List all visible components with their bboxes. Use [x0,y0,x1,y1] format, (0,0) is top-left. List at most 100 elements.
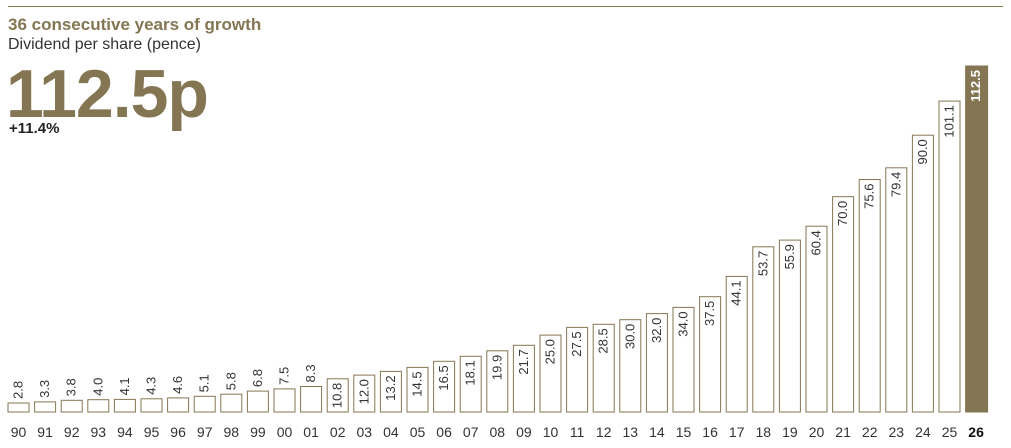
bar-98 [220,393,243,413]
bar-19 [778,239,801,413]
value-label-94: 4.1 [117,377,132,395]
value-label-04: 13.2 [383,375,398,400]
x-tick-97: 97 [197,424,213,440]
bar-17 [725,275,748,413]
x-tick-17: 17 [729,424,745,440]
value-label-05: 14.5 [410,371,425,396]
x-tick-19: 19 [782,424,798,440]
value-label-09: 21.7 [516,349,531,374]
bar-94 [113,398,136,413]
value-label-23: 79.4 [888,172,903,197]
bar-02 [326,378,349,413]
bar-12 [592,323,615,413]
bar-18 [752,246,775,413]
bar-24 [911,134,934,413]
bar-15 [672,306,695,413]
x-tick-07: 07 [463,424,479,440]
headline-value: 112.5p [6,56,209,132]
bar-92 [60,399,83,413]
x-tick-14: 14 [649,424,665,440]
bar-13 [619,319,642,413]
x-tick-06: 06 [436,424,452,440]
top-rule [8,6,1003,7]
x-tick-03: 03 [357,424,373,440]
bar-93 [87,399,110,413]
headline-change: +11.4% [9,120,60,137]
x-tick-11: 11 [570,424,585,440]
x-tick-04: 04 [383,424,399,440]
bar-20 [805,225,828,413]
bar-99 [246,390,269,413]
value-label-26: 112.5 [968,70,983,102]
bar-01 [300,386,323,413]
x-tick-01: 01 [303,424,319,440]
value-label-98: 5.8 [223,372,238,390]
bar-05 [406,366,429,413]
value-label-08: 19.9 [489,355,504,380]
bar-06 [433,360,456,413]
x-tick-98: 98 [224,424,240,440]
bar-08 [486,350,509,413]
value-label-25: 101.1 [942,105,957,138]
value-label-93: 4.0 [90,378,105,396]
bar-96 [167,397,190,413]
chart-title: 36 consecutive years of growth [8,15,262,34]
value-label-13: 30.0 [622,324,637,349]
value-label-15: 34.0 [676,311,691,336]
x-tick-95: 95 [144,424,160,440]
x-tick-13: 13 [623,424,639,440]
bar-04 [379,370,402,413]
x-tick-91: 91 [37,424,53,440]
value-label-92: 3.8 [64,378,79,396]
value-label-20: 60.4 [809,230,824,255]
value-label-11: 27.5 [569,331,584,356]
x-tick-92: 92 [64,424,80,440]
value-label-14: 32.0 [649,318,664,343]
value-label-96: 4.6 [170,376,185,394]
value-label-90: 2.8 [11,381,26,399]
value-label-18: 53.7 [755,251,770,276]
x-tick-25: 25 [942,424,958,440]
value-label-19: 55.9 [782,244,797,269]
x-tick-00: 00 [277,424,293,440]
bar-25 [938,100,961,413]
x-tick-90: 90 [11,424,27,440]
value-label-00: 7.5 [277,367,292,385]
x-tick-10: 10 [543,424,559,440]
value-label-16: 37.5 [702,301,717,326]
bar-03 [353,374,376,413]
x-tick-15: 15 [676,424,692,440]
bar-14 [645,313,668,413]
value-label-17: 44.1 [729,280,744,305]
x-tick-99: 99 [250,424,266,440]
x-tick-93: 93 [91,424,107,440]
x-tick-94: 94 [117,424,133,440]
x-tick-18: 18 [756,424,772,440]
x-tick-24: 24 [915,424,931,440]
value-label-01: 8.3 [303,364,318,382]
value-label-99: 6.8 [250,369,265,387]
x-tick-09: 09 [516,424,532,440]
bar-90 [7,402,30,413]
bar-97 [193,395,216,413]
bar-11 [566,326,589,413]
value-label-24: 90.0 [915,139,930,164]
bar-10 [539,334,562,413]
bar-07 [459,355,482,413]
value-label-95: 4.3 [144,377,159,395]
x-tick-20: 20 [809,424,825,440]
x-tick-21: 21 [835,424,851,440]
bar-95 [140,398,163,413]
chart-subtitle: Dividend per share (pence) [8,36,201,53]
value-label-22: 75.6 [862,184,877,209]
bar-00 [273,388,296,413]
x-tick-08: 08 [490,424,506,440]
value-label-21: 70.0 [835,201,850,226]
x-tick-12: 12 [596,424,612,440]
bar-09 [512,344,535,413]
value-label-03: 12.0 [356,379,371,404]
value-label-91: 3.3 [37,380,52,398]
value-label-02: 10.8 [330,383,345,408]
value-label-07: 18.1 [463,360,478,385]
